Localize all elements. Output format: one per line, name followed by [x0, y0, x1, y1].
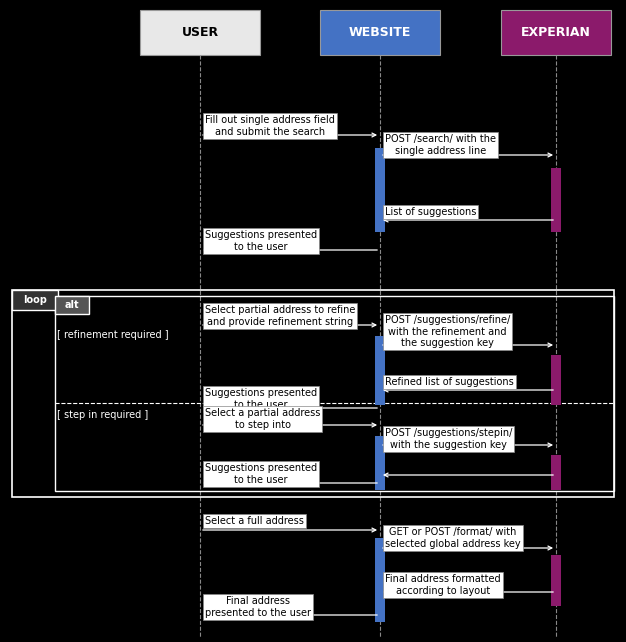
Bar — [375, 538, 385, 622]
Bar — [375, 148, 385, 232]
Text: USER: USER — [182, 26, 218, 39]
Text: List of suggestions: List of suggestions — [385, 207, 476, 217]
Text: POST /search/ with the
single address line: POST /search/ with the single address li… — [385, 134, 496, 155]
Bar — [55, 296, 614, 491]
Text: Suggestions presented
to the user: Suggestions presented to the user — [205, 463, 317, 485]
Bar — [551, 555, 561, 606]
Text: Select a partial address
to step into: Select a partial address to step into — [205, 408, 321, 429]
Text: POST /suggestions/refine/
with the refinement and
the suggestion key: POST /suggestions/refine/ with the refin… — [385, 315, 510, 348]
Text: WEBSITE: WEBSITE — [349, 26, 411, 39]
Text: POST /suggestions/stepin/
with the suggestion key: POST /suggestions/stepin/ with the sugge… — [385, 428, 512, 449]
Bar — [320, 10, 440, 55]
Text: Final address formatted
according to layout: Final address formatted according to lay… — [385, 574, 501, 596]
Text: GET or POST /format/ with
selected global address key: GET or POST /format/ with selected globa… — [385, 527, 521, 549]
Text: Suggestions presented
to the user: Suggestions presented to the user — [205, 388, 317, 410]
Text: Select partial address to refine
and provide refinement string: Select partial address to refine and pro… — [205, 305, 356, 327]
Text: Select a full address: Select a full address — [205, 516, 304, 526]
Bar — [551, 355, 561, 405]
Bar — [12, 290, 58, 310]
Bar — [551, 455, 561, 490]
Text: Final address
presented to the user: Final address presented to the user — [205, 596, 311, 618]
Text: [ refinement required ]: [ refinement required ] — [57, 330, 168, 340]
Bar — [551, 168, 561, 232]
Text: Fill out single address field
and submit the search: Fill out single address field and submit… — [205, 115, 335, 137]
Text: alt: alt — [64, 300, 80, 310]
Text: Refined list of suggestions: Refined list of suggestions — [385, 377, 514, 387]
Bar — [55, 296, 89, 314]
Text: loop: loop — [23, 295, 47, 305]
Bar — [12, 290, 614, 497]
Bar — [375, 336, 385, 405]
Text: Suggestions presented
to the user: Suggestions presented to the user — [205, 230, 317, 252]
Text: EXPERIAN: EXPERIAN — [521, 26, 591, 39]
Bar — [375, 436, 385, 490]
Bar — [501, 10, 611, 55]
Bar — [140, 10, 260, 55]
Text: [ step in required ]: [ step in required ] — [57, 410, 148, 420]
